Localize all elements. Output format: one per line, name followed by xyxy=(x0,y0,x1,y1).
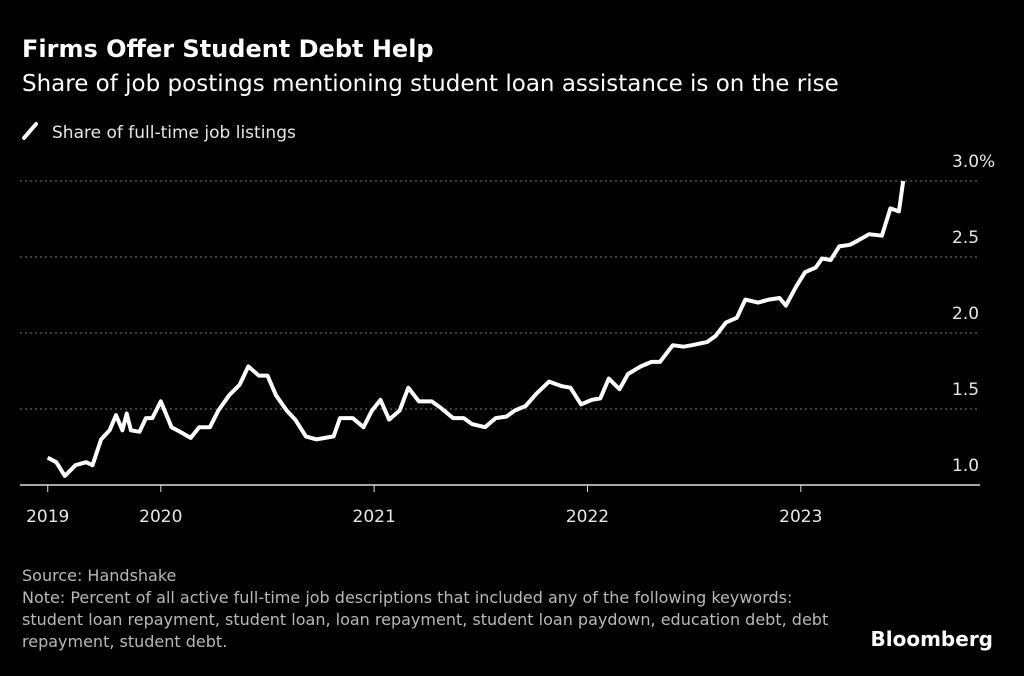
y-tick-label: 3.0% xyxy=(952,152,995,172)
series-line xyxy=(46,180,906,478)
brand: Bloomberg xyxy=(871,627,993,651)
y-tick-label: 1.5 xyxy=(952,380,979,400)
chart-subtitle: Share of job postings mentioning student… xyxy=(22,71,839,97)
y-tick-label: 2.0 xyxy=(952,304,979,324)
x-tick-label: 2019 xyxy=(26,507,69,527)
legend-label: Share of full-time job listings xyxy=(52,123,296,143)
y-tick-label: 2.5 xyxy=(952,228,979,248)
source: Source: Handshake xyxy=(22,566,176,585)
x-tick-label: 2020 xyxy=(139,507,182,527)
chart-title: Firms Offer Student Debt Help xyxy=(22,35,434,63)
x-tick-label: 2022 xyxy=(566,507,609,527)
note-box: Note: Percent of all active full-time jo… xyxy=(22,588,829,651)
x-tick-label: 2023 xyxy=(779,507,822,527)
y-tick-label: 1.0 xyxy=(952,456,979,476)
note: Note: Percent of all active full-time jo… xyxy=(22,588,829,651)
legend-swatch xyxy=(22,122,38,140)
x-tick-label: 2021 xyxy=(353,507,396,527)
